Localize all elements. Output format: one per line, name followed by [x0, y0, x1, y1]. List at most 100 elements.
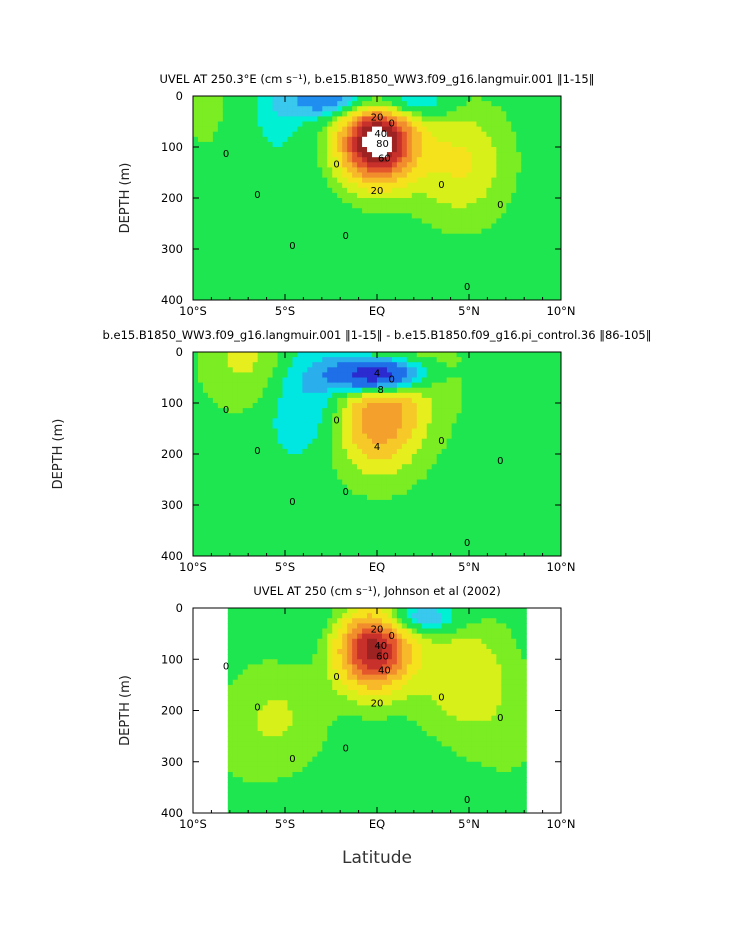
field-cell: [257, 525, 264, 532]
field-cell: [521, 243, 527, 250]
field-cell: [287, 520, 294, 526]
field-cell: [347, 459, 353, 465]
field-cell: [262, 520, 269, 526]
field-cell: [267, 392, 274, 399]
field-cell: [416, 357, 423, 363]
field-cell: [212, 238, 219, 245]
field-cell: [217, 520, 224, 526]
field-cell: [431, 540, 438, 547]
field-cell: [197, 428, 204, 435]
field-cell: [372, 540, 378, 547]
field-cell: [436, 182, 443, 189]
field-cell: [362, 106, 368, 112]
field-cell: [297, 494, 303, 501]
field-cell: [272, 520, 279, 526]
field-cell: [431, 233, 438, 240]
field-cell: [551, 228, 557, 235]
field-cell: [292, 479, 299, 486]
field-cell: [277, 377, 284, 384]
field-cell: [396, 403, 403, 409]
field-cell: [461, 228, 468, 235]
field-cell: [312, 530, 318, 537]
field-cell: [372, 438, 378, 445]
field-cell: [193, 403, 199, 409]
field-cell: [207, 111, 214, 117]
field-cell: [217, 147, 224, 153]
field-cell: [312, 228, 318, 235]
field-cell: [406, 438, 413, 445]
field-cell: [456, 106, 463, 112]
field-cell: [317, 433, 323, 440]
field-cell: [332, 208, 338, 214]
field-cell: [252, 382, 259, 389]
field-cell: [401, 545, 408, 552]
field-cell: [506, 187, 512, 194]
field-cell: [352, 136, 358, 143]
field-cell: [481, 152, 487, 158]
field-cell: [421, 535, 428, 542]
field-cell: [347, 147, 353, 153]
field-cell: [277, 372, 284, 379]
field-cell: [431, 530, 438, 537]
field-cell: [556, 126, 561, 133]
field-cell: [337, 469, 343, 475]
field-cell: [436, 116, 443, 123]
field-cell: [242, 249, 249, 255]
field-cell: [416, 157, 423, 163]
field-cell: [242, 187, 249, 194]
field-cell: [232, 218, 239, 225]
field-cell: [381, 510, 388, 516]
field-cell: [506, 254, 512, 260]
field-cell: [237, 136, 244, 143]
field-cell: [481, 116, 487, 123]
field-cell: [426, 403, 433, 409]
field-cell: [546, 131, 552, 138]
field-cell: [416, 479, 423, 486]
field-cell: [352, 479, 358, 486]
field-cell: [202, 397, 209, 404]
field-cell: [257, 167, 264, 174]
field-cell: [411, 433, 418, 440]
field-cell: [426, 408, 433, 414]
field-cell: [461, 116, 468, 123]
field-cell: [202, 428, 209, 435]
field-cell: [406, 530, 413, 537]
field-cell: [362, 520, 368, 526]
field-cell: [476, 167, 483, 174]
field-cell: [317, 530, 323, 537]
field-cell: [337, 397, 343, 404]
field-cell: [516, 269, 522, 276]
field-cell: [466, 121, 473, 128]
field-cell: [347, 192, 353, 199]
field-cell: [202, 474, 209, 481]
field-cell: [327, 443, 333, 450]
field-cell: [307, 494, 313, 501]
field-cell: [411, 167, 418, 174]
field-cell: [431, 147, 438, 153]
field-cell: [212, 162, 219, 168]
field-cell: [367, 289, 373, 296]
field-cell: [431, 464, 438, 470]
field-cell: [436, 167, 443, 174]
field-cell: [262, 530, 269, 537]
field-cell: [357, 443, 363, 450]
field-cell: [436, 294, 443, 300]
field-cell: [237, 274, 244, 281]
field-cell: [232, 111, 239, 117]
field-cell: [342, 443, 348, 450]
field-cell: [416, 208, 423, 214]
field-cell: [551, 152, 557, 158]
field-cell: [372, 116, 378, 123]
field-cell: [421, 357, 428, 363]
field-cell: [257, 264, 264, 270]
field-cell: [357, 459, 363, 465]
y-axis-label: DEPTH (m): [118, 163, 133, 234]
field-cell: [416, 428, 423, 435]
field-cell: [386, 228, 393, 235]
field-cell: [551, 254, 557, 260]
field-cell: [456, 96, 463, 102]
field-cell: [237, 167, 244, 174]
field-cell: [556, 294, 561, 300]
field-cell: [282, 147, 289, 153]
field-cell: [377, 111, 383, 117]
